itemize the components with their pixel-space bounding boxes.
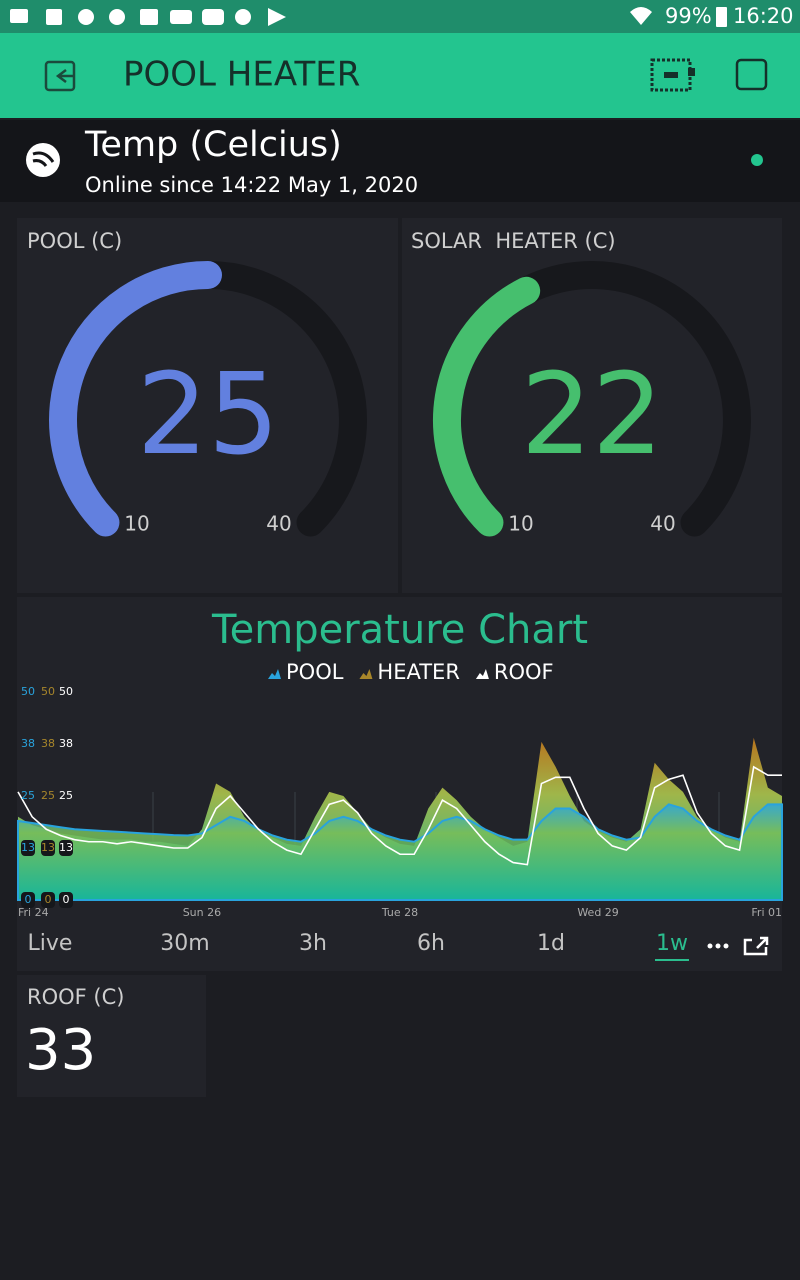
app-header [0, 33, 800, 118]
tick-badge [21, 892, 35, 908]
x-tick-label: Fri 24 [18, 906, 49, 919]
gauge-min: 10 [124, 512, 149, 536]
device-name: Temp (Celcius) [84, 125, 342, 165]
more-icon[interactable] [707, 943, 729, 949]
y-tick-label: 38 [41, 737, 55, 750]
menu-icon[interactable] [735, 58, 768, 91]
app-title: POOL HEATER [123, 55, 360, 95]
device-bar [0, 120, 800, 202]
y-tick-label: 25 [21, 789, 35, 802]
plot: 0 13 25 38 50 0 13 25 38 50 0 13 25 38 50 Fri 24 Sun 26 T… [17, 660, 783, 919]
legend-swatch [475, 669, 489, 679]
legend-label[interactable]: ROOF [494, 660, 554, 684]
gauge-max: 40 [650, 512, 675, 536]
x-tick-label: Wed 29 [577, 906, 618, 919]
device-status: Online since 14:22 May 1, 2020 [85, 173, 418, 197]
gauge-min: 10 [508, 512, 533, 536]
y-tick-label: 13 [21, 841, 35, 854]
back-icon[interactable] [44, 60, 76, 92]
tick-badge [21, 840, 35, 856]
chart-title: Temperature Chart [211, 607, 588, 653]
gauge-value: 22 [521, 350, 664, 480]
tick-badge [59, 892, 73, 908]
tick-badge [59, 840, 73, 856]
device-icon[interactable] [650, 58, 695, 92]
tab-underline [655, 959, 689, 961]
y-tick-label: 0 [63, 893, 70, 906]
status-icons [10, 7, 727, 27]
y-tick-label: 0 [45, 893, 52, 906]
value-card [17, 975, 206, 1097]
y-tick-label: 25 [59, 789, 73, 802]
y-tick-label: 0 [25, 893, 32, 906]
gauge-max: 40 [266, 512, 291, 536]
line [17, 765, 782, 866]
legend-swatch [359, 669, 373, 679]
tick-badge [41, 892, 55, 908]
gauge-arc [433, 276, 541, 537]
period-tab[interactable]: 1w [656, 931, 688, 956]
tick-badge [41, 840, 55, 856]
period-tab[interactable]: 30m [160, 931, 209, 956]
fullscreen-icon[interactable] [743, 936, 769, 956]
gauge-label: POOL (C) [27, 229, 122, 253]
period-tab[interactable]: 1d [537, 931, 565, 956]
device-logo-mark [32, 151, 55, 167]
area [17, 803, 783, 901]
x-tick-label: Sun 26 [183, 906, 221, 919]
status-bar [0, 0, 800, 33]
gauge-arc [49, 261, 222, 537]
period-tab[interactable]: 6h [417, 931, 445, 956]
period-tab[interactable]: Live [28, 931, 73, 956]
gauge-value: 25 [137, 350, 280, 480]
legend-label[interactable]: HEATER [377, 660, 459, 684]
x-tick-label: Tue 28 [381, 906, 418, 919]
x-tick-label: Fri 01 [751, 906, 782, 919]
y-tick-label: 50 [41, 685, 55, 698]
legend-swatch [268, 669, 281, 679]
value-display: 33 [25, 1018, 96, 1083]
gauge-label: SOLAR HEATER (C) [411, 229, 616, 253]
y-tick-label: 13 [41, 841, 55, 854]
online-dot [751, 154, 763, 166]
battery-level: 99% [665, 4, 712, 28]
period-tab[interactable]: 3h [299, 931, 327, 956]
y-tick-label: 50 [21, 685, 35, 698]
y-tick-label: 50 [59, 685, 73, 698]
value-label: ROOF (C) [27, 985, 124, 1009]
device-logo [26, 143, 60, 177]
y-tick-label: 38 [59, 737, 73, 750]
legend-label[interactable]: POOL [286, 660, 344, 684]
clock: 16:20 [733, 4, 794, 28]
y-tick-label: 25 [41, 789, 55, 802]
y-tick-label: 13 [59, 841, 73, 854]
y-tick-label: 38 [21, 737, 35, 750]
